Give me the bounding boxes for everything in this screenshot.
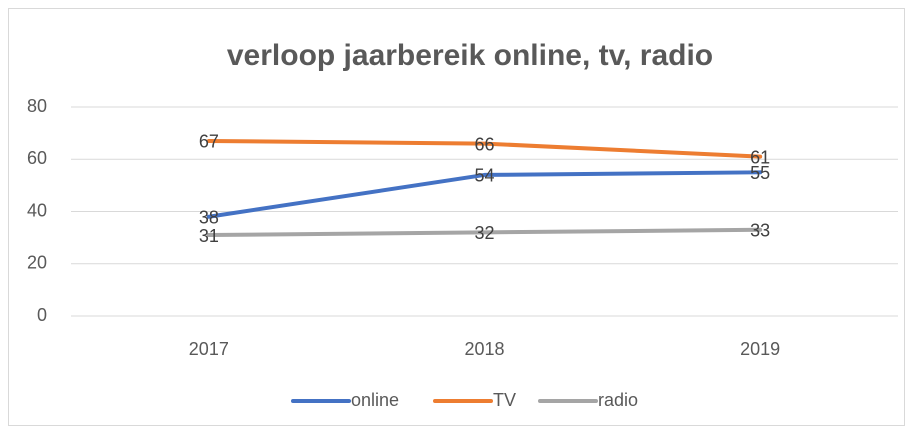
y-tick-label: 80 — [27, 96, 47, 116]
y-tick-label: 60 — [27, 148, 47, 168]
data-label: 61 — [750, 147, 770, 167]
data-label: 38 — [199, 207, 219, 227]
line — [206, 170, 763, 219]
data-label: 33 — [750, 221, 770, 241]
y-tick-label: 0 — [37, 305, 47, 325]
y-tick-label: 20 — [27, 253, 47, 273]
chart-border — [8, 8, 905, 426]
data-label: 67 — [199, 132, 219, 152]
line — [206, 138, 763, 159]
data-label: 31 — [199, 226, 219, 246]
x-tick-label: 2019 — [740, 339, 780, 359]
data-label: 55 — [750, 163, 770, 183]
x-tick-label: 2017 — [189, 339, 229, 359]
legend-label: radio — [598, 390, 638, 410]
y-tick-label: 40 — [27, 200, 47, 220]
data-label: 54 — [474, 166, 494, 186]
data-label: 66 — [474, 134, 494, 154]
chart-title: verloop jaarbereik online, tv, radio — [227, 39, 713, 72]
data-label: 32 — [474, 223, 494, 243]
x-tick-label: 2018 — [464, 339, 504, 359]
legend-label: online — [351, 390, 399, 410]
line — [206, 227, 763, 238]
legend-label: TV — [493, 390, 516, 410]
